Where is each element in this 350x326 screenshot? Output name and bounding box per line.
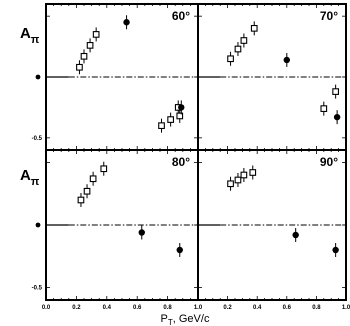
data-point-open-square xyxy=(227,55,234,63)
y-tick-label: -0.5 xyxy=(32,286,43,292)
data-point-filled-circle xyxy=(178,104,185,111)
data-point-open-square xyxy=(76,63,83,71)
data-point-filled-circle xyxy=(283,56,290,64)
x-tick-label: 0.6 xyxy=(283,305,292,311)
x-tick-label: 0.8 xyxy=(312,305,321,311)
data-point-open-square xyxy=(234,45,242,53)
x-tick-labels: 0.0 0.2 0.4 0.6 0.8 1.0 0.2 0.4 0.6 0.8 1.0 xyxy=(42,305,350,311)
x-tick-label: 1.0 xyxy=(194,305,203,311)
data-point-filled-circle xyxy=(333,113,341,121)
data-point-open-square xyxy=(250,24,258,32)
x-tick-label: 1.0 xyxy=(342,305,350,311)
panel-4: 90° xyxy=(197,149,347,301)
data-point-open-square xyxy=(240,171,248,179)
data-point-open-square xyxy=(86,42,94,49)
panel-title: 60° xyxy=(172,9,190,23)
data-point-open-square xyxy=(92,31,100,38)
x-tick-label: 0.8 xyxy=(163,305,172,311)
data-point-open-square xyxy=(100,165,108,173)
y-axis-label-bottom: Aπ xyxy=(20,167,40,188)
data-point-filled-circle xyxy=(138,229,145,236)
data-point-filled-circle xyxy=(176,246,183,254)
data-point-filled-circle xyxy=(123,19,130,26)
data-point-open-square xyxy=(158,122,165,130)
data-point-open-square xyxy=(332,88,339,95)
data-point-open-square xyxy=(167,116,174,123)
y-axis-label-top: Aπ xyxy=(20,25,40,46)
x-tick-label: 0.6 xyxy=(133,305,142,311)
panels: 60° -0.5 70° 80° -0.5 90° xyxy=(32,3,347,301)
panel-3: 80° -0.5 xyxy=(32,149,199,301)
data-point-open-square xyxy=(249,169,257,176)
x-tick-label: 0.4 xyxy=(253,305,262,311)
panel-1: 60° -0.5 xyxy=(32,3,199,151)
panel-title: 90° xyxy=(320,155,338,169)
data-point-open-square xyxy=(89,175,97,183)
data-point-open-square xyxy=(234,176,242,184)
x-axis-label: PT, GeV/c xyxy=(161,313,210,326)
data-point-open-square xyxy=(77,196,85,204)
x-tick-label: 0.0 xyxy=(42,305,51,311)
y-tick-label-0 xyxy=(35,74,41,80)
data-point-open-square xyxy=(176,112,184,120)
x-tick-label: 0.2 xyxy=(72,305,81,311)
panel-2: 70° xyxy=(197,3,347,151)
data-point-open-square xyxy=(320,105,328,112)
data-point-filled-circle xyxy=(292,231,299,239)
panel-title: 80° xyxy=(172,155,190,169)
data-point-open-square xyxy=(227,180,234,188)
panel-title: 70° xyxy=(320,9,338,23)
x-tick-label: 0.4 xyxy=(103,305,112,311)
data-point-filled-circle xyxy=(332,246,339,254)
data-point-open-square xyxy=(240,37,248,44)
y-tick-label-0 xyxy=(35,222,41,228)
x-tick-label: 0.2 xyxy=(223,305,232,311)
data-point-open-square xyxy=(80,52,88,60)
data-point-open-square xyxy=(83,187,91,195)
y-tick-label: -0.5 xyxy=(32,136,43,142)
